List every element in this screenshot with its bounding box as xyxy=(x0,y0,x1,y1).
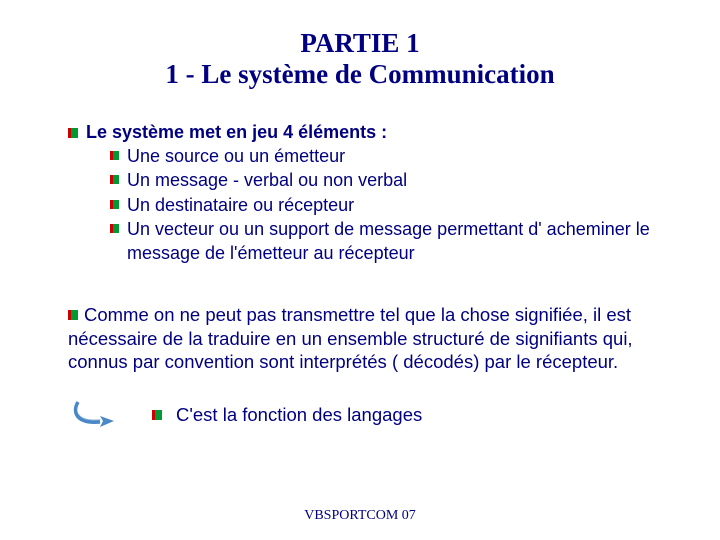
arrow-row: C'est la fonction des langages xyxy=(68,398,680,432)
bullet-icon xyxy=(110,175,119,184)
lead-bullet-row: Le système met en jeu 4 éléments : xyxy=(68,122,680,143)
list-item: Une source ou un émetteur xyxy=(110,145,680,168)
content-area: Le système met en jeu 4 éléments : Une s… xyxy=(40,122,680,432)
slide: PARTIE 1 1 - Le système de Communication… xyxy=(0,0,720,540)
list-item: Un message - verbal ou non verbal xyxy=(110,169,680,192)
lead-text: Le système met en jeu 4 éléments : xyxy=(86,122,387,143)
title-line-2: 1 - Le système de Communication xyxy=(40,59,680,90)
paragraph-text: Comme on ne peut pas transmettre tel que… xyxy=(68,303,680,374)
sub-list: Une source ou un émetteur Un message - v… xyxy=(110,145,680,265)
slide-title: PARTIE 1 1 - Le système de Communication xyxy=(40,28,680,90)
list-item: Un destinataire ou récepteur xyxy=(110,194,680,217)
bullet-icon xyxy=(110,200,119,209)
sub-item-text: Un message - verbal ou non verbal xyxy=(127,169,407,192)
curved-arrow-icon xyxy=(70,398,118,432)
title-line-1: PARTIE 1 xyxy=(40,28,680,59)
paragraph-block: Comme on ne peut pas transmettre tel que… xyxy=(68,303,680,374)
list-item: Un vecteur ou un support de message perm… xyxy=(110,218,680,265)
sub-item-text: Un destinataire ou récepteur xyxy=(127,194,354,217)
bullet-icon xyxy=(110,151,119,160)
bullet-icon xyxy=(110,224,119,233)
bullet-icon xyxy=(152,410,162,420)
sub-item-text: Une source ou un émetteur xyxy=(127,145,345,168)
final-text: C'est la fonction des langages xyxy=(176,404,422,426)
sub-item-text: Un vecteur ou un support de message perm… xyxy=(127,218,680,265)
bullet-icon xyxy=(68,128,78,138)
footer-text: VBSPORTCOM 07 xyxy=(0,508,720,524)
